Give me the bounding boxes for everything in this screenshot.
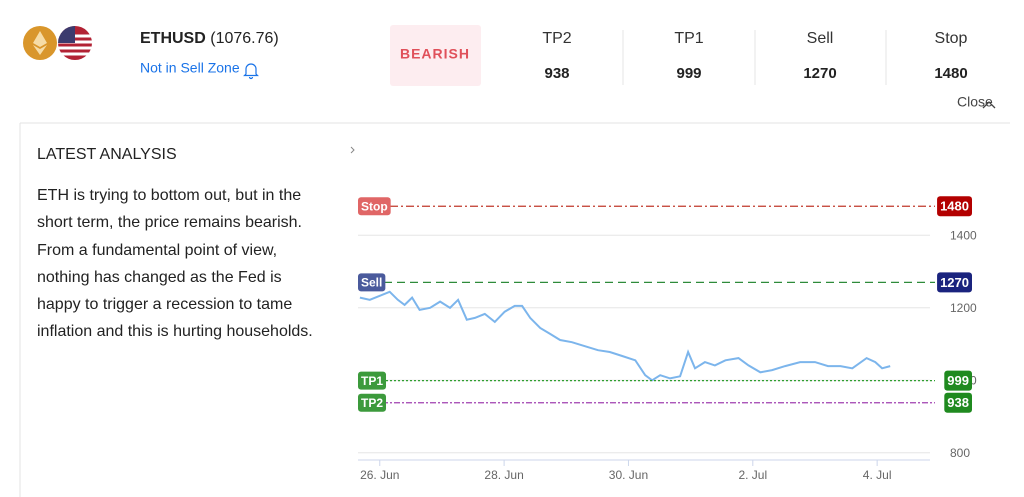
flag-canton: [58, 26, 75, 43]
level-label: TP1: [674, 30, 703, 47]
x-tick-label: 2. Jul: [738, 468, 767, 482]
y-tick-label: 1400: [950, 228, 977, 242]
level-value-tag: [944, 370, 972, 391]
level-value: 1270: [803, 65, 836, 82]
symbol-line: ETHUSD (1076.76): [140, 30, 279, 47]
signal: BEARISH: [400, 46, 470, 62]
level-label: TP2: [542, 30, 571, 47]
x-tick-label: 28. Jun: [484, 468, 523, 482]
level-value: 999: [676, 65, 701, 82]
level-tag: [358, 371, 387, 390]
close-chevron: [982, 101, 996, 109]
y-tick-label: 1200: [950, 301, 977, 315]
level-tag-text: Stop: [361, 199, 388, 213]
signal-box: [390, 25, 481, 86]
close-button[interactable]: Close: [957, 94, 993, 110]
expand-arrow[interactable]: [350, 146, 355, 154]
level-value-tag-text: 938: [947, 395, 969, 410]
level-value-tag-text: 1480: [940, 199, 969, 214]
zone-link[interactable]: Not in Sell Zone: [140, 60, 240, 76]
level-value-tag-text: 1270: [940, 275, 969, 290]
level-label: Sell: [807, 30, 834, 47]
level-tag: [358, 197, 391, 216]
price-line: [359, 290, 891, 382]
level-value-tag-text: 999: [947, 373, 969, 388]
x-tick-label: 30. Jun: [609, 468, 648, 482]
analysis-title: LATEST ANALYSIS: [37, 146, 177, 163]
price: (1076.76): [210, 30, 279, 47]
symbol: ETHUSD: [140, 30, 206, 47]
level-value-tag: [937, 272, 972, 293]
bell-icon: [243, 63, 259, 80]
level-value-tag: [944, 392, 972, 413]
level-tag-text: TP2: [361, 396, 383, 410]
y-tick-label: 800: [950, 446, 970, 460]
level-value: 938: [544, 65, 569, 82]
level-tag-text: TP1: [361, 374, 383, 388]
x-tick-label: 4. Jul: [863, 468, 892, 482]
level-label: Stop: [935, 30, 968, 47]
level-tag: [358, 393, 387, 412]
analysis-text: ETH is trying to bottom out, but in the …: [37, 187, 313, 341]
eth-glyph: [33, 31, 47, 55]
x-tick-label: 26. Jun: [360, 468, 399, 482]
level-value-tag: [937, 196, 972, 217]
level-tag-text: Sell: [361, 276, 382, 290]
level-value: 1480: [934, 65, 967, 82]
level-tag: [358, 273, 386, 292]
